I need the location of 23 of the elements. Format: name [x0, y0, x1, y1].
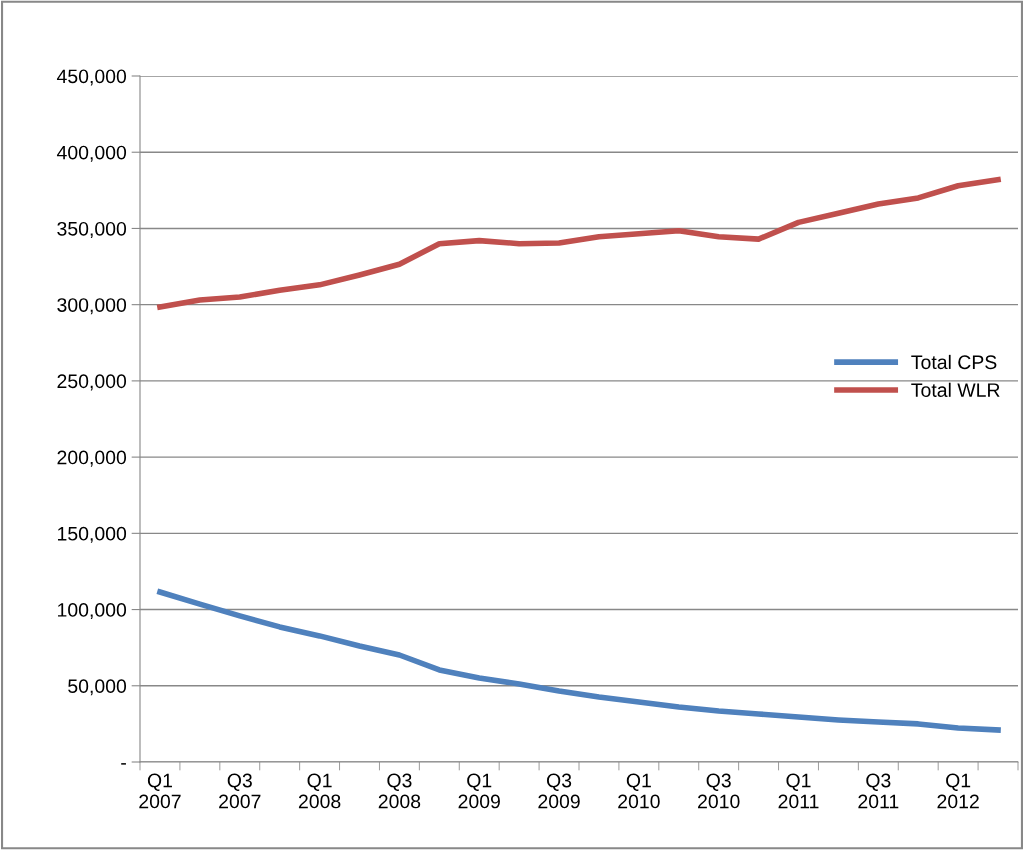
x-tick-label: Q3 2008	[378, 773, 421, 809]
x-tick-label: Q1 2012	[937, 773, 979, 809]
x-tick-label: Q1 2007	[139, 773, 181, 809]
x-tick-label: Q3 2011	[858, 773, 899, 809]
y-tick-label: 50,000	[68, 679, 127, 696]
y-tick-label: 350,000	[57, 221, 127, 238]
y-tick-label: 150,000	[58, 526, 127, 543]
x-tick-label: Q3 2010	[698, 773, 740, 809]
y-tick-label: 400,000	[56, 145, 127, 162]
x-tick-label: Q3 2009	[538, 773, 580, 809]
x-tick-label: Q1 2010	[618, 773, 660, 809]
x-tick-label: Q3 2007	[219, 773, 261, 809]
y-tick-label: 200,000	[57, 450, 127, 467]
y-tick-label: 450,000	[56, 69, 127, 86]
legend-label: Total CPS	[911, 354, 997, 370]
legend-label: Total WLR	[911, 382, 1000, 397]
y-tick-label: 300,000	[57, 298, 127, 315]
x-tick-label: Q1 2011	[778, 773, 819, 809]
x-tick-label: Q1 2008	[298, 773, 341, 809]
x-tick-label: Q1 2009	[458, 773, 500, 809]
y-tick-label: 250,000	[57, 374, 127, 391]
y-tick-label: 100,000	[58, 603, 127, 620]
y-tick-label: -	[121, 763, 126, 765]
